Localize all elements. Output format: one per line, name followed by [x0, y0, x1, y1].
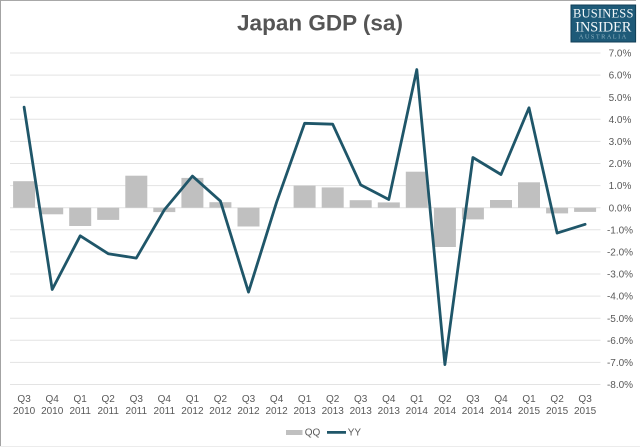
svg-text:2014: 2014: [434, 406, 457, 417]
svg-text:2011: 2011: [126, 406, 148, 417]
svg-text:Q3: Q3: [354, 394, 368, 405]
svg-text:2012: 2012: [237, 406, 260, 417]
svg-text:Q1: Q1: [522, 394, 536, 405]
svg-text:2011: 2011: [154, 406, 176, 417]
svg-text:2013: 2013: [350, 406, 373, 417]
svg-text:INSIDER: INSIDER: [575, 19, 631, 35]
svg-text:QQ: QQ: [305, 427, 321, 438]
svg-text:BUSINESS: BUSINESS: [573, 6, 634, 20]
svg-text:2013: 2013: [293, 406, 316, 417]
svg-text:2011: 2011: [97, 406, 119, 417]
svg-text:-7.0%: -7.0%: [607, 358, 633, 369]
svg-text:-6.0%: -6.0%: [607, 336, 633, 347]
svg-text:Q2: Q2: [438, 394, 452, 405]
svg-text:Q3: Q3: [242, 394, 256, 405]
svg-text:3.0%: 3.0%: [609, 137, 632, 148]
svg-text:Q4: Q4: [494, 394, 508, 405]
svg-text:Q4: Q4: [382, 394, 396, 405]
svg-text:5.0%: 5.0%: [609, 93, 632, 104]
svg-text:Q1: Q1: [298, 394, 312, 405]
svg-text:7.0%: 7.0%: [609, 49, 632, 60]
svg-text:-8.0%: -8.0%: [607, 380, 633, 391]
svg-text:Japan GDP (sa): Japan GDP (sa): [237, 11, 403, 36]
svg-text:2014: 2014: [462, 406, 485, 417]
svg-text:-5.0%: -5.0%: [607, 314, 633, 325]
svg-text:2015: 2015: [546, 406, 569, 417]
svg-text:Q1: Q1: [186, 394, 200, 405]
svg-text:Q2: Q2: [550, 394, 564, 405]
svg-text:2010: 2010: [41, 406, 64, 417]
svg-text:Q2: Q2: [326, 394, 340, 405]
svg-text:Q2: Q2: [102, 394, 116, 405]
svg-text:Q3: Q3: [466, 394, 480, 405]
svg-text:Q3: Q3: [17, 394, 31, 405]
svg-text:Q4: Q4: [158, 394, 172, 405]
svg-text:-1.0%: -1.0%: [607, 225, 633, 236]
svg-text:Q3: Q3: [130, 394, 144, 405]
svg-text:2.0%: 2.0%: [609, 159, 632, 170]
svg-text:0.0%: 0.0%: [609, 203, 632, 214]
svg-text:2013: 2013: [322, 406, 345, 417]
svg-text:2012: 2012: [209, 406, 232, 417]
svg-text:YY: YY: [348, 427, 362, 438]
svg-text:6.0%: 6.0%: [609, 71, 632, 82]
svg-text:2012: 2012: [265, 406, 288, 417]
svg-text:-4.0%: -4.0%: [607, 292, 633, 303]
svg-text:2012: 2012: [181, 406, 204, 417]
svg-text:AUSTRALIA: AUSTRALIA: [579, 34, 628, 41]
svg-text:-2.0%: -2.0%: [607, 248, 633, 259]
svg-text:Q1: Q1: [74, 394, 88, 405]
svg-text:2014: 2014: [490, 406, 513, 417]
svg-text:2013: 2013: [378, 406, 401, 417]
svg-text:Q1: Q1: [410, 394, 424, 405]
svg-text:-3.0%: -3.0%: [607, 270, 633, 281]
svg-text:2014: 2014: [406, 406, 429, 417]
svg-text:2011: 2011: [69, 406, 91, 417]
svg-text:Q4: Q4: [46, 394, 60, 405]
svg-text:1.0%: 1.0%: [609, 181, 632, 192]
svg-text:2015: 2015: [574, 406, 597, 417]
svg-text:Q3: Q3: [578, 394, 592, 405]
svg-text:Q4: Q4: [270, 394, 284, 405]
svg-text:2010: 2010: [13, 406, 36, 417]
svg-text:Q2: Q2: [214, 394, 228, 405]
svg-text:2015: 2015: [518, 406, 541, 417]
svg-text:4.0%: 4.0%: [609, 115, 632, 126]
